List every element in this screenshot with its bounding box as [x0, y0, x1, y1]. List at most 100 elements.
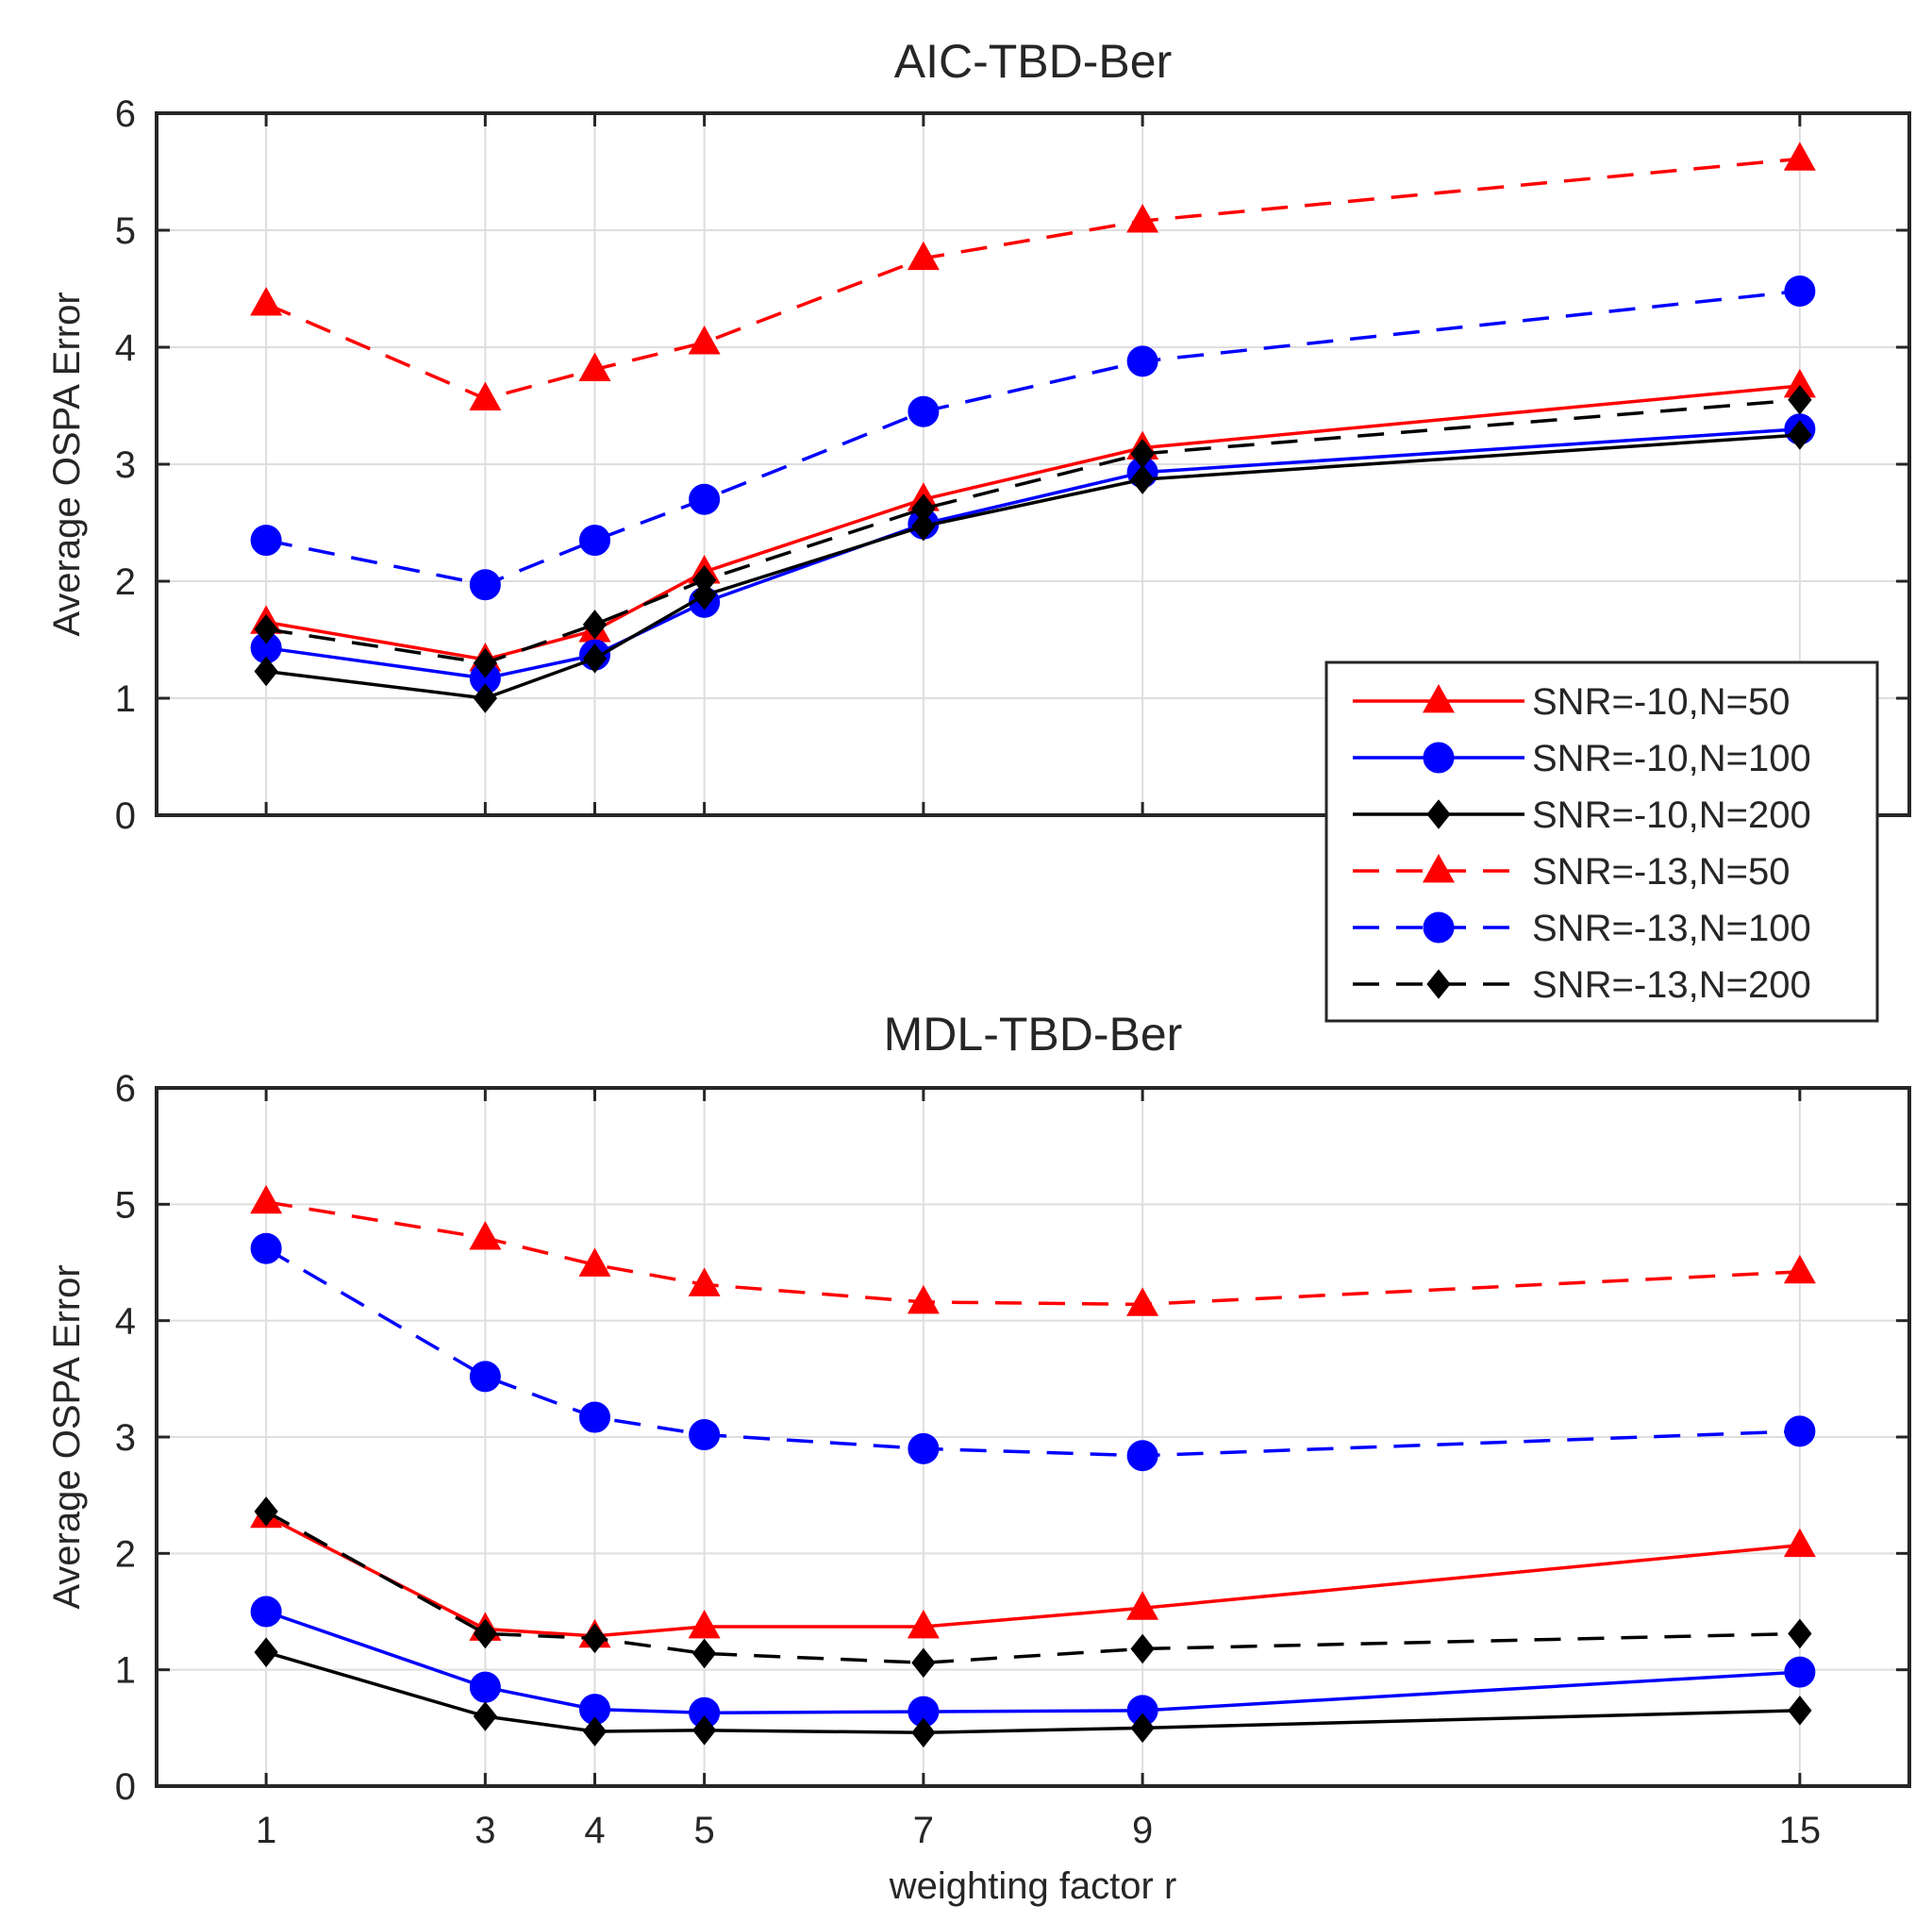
- data-point: [907, 1284, 940, 1314]
- x-tick-label: 5: [694, 1810, 715, 1851]
- data-point: [254, 614, 278, 644]
- data-point: [1784, 1656, 1816, 1688]
- y-tick-label: 2: [115, 561, 136, 603]
- y-tick-label: 2: [115, 1533, 136, 1575]
- y-tick-label: 6: [115, 93, 136, 135]
- data-point: [250, 1184, 283, 1214]
- data-point: [250, 1596, 282, 1628]
- y-tick-label: 4: [115, 1301, 136, 1343]
- data-point: [1784, 275, 1816, 307]
- data-point: [250, 525, 282, 557]
- data-point: [579, 1401, 610, 1433]
- data-point: [1126, 345, 1158, 377]
- data-point: [1130, 464, 1155, 494]
- y-tick-label: 1: [115, 1650, 136, 1692]
- data-point: [1784, 1415, 1816, 1447]
- data-point: [691, 564, 717, 595]
- data-point: [578, 352, 611, 381]
- data-point: [250, 1232, 282, 1264]
- data-point: [473, 683, 498, 713]
- legend-label: SNR=-10,N=200: [1532, 794, 1811, 836]
- chart-title: AIC-TBD-Ber: [894, 35, 1172, 88]
- legend-marker: [1422, 683, 1456, 713]
- legend-marker: [1422, 853, 1456, 883]
- x-tick-label: 15: [1779, 1810, 1822, 1851]
- legend-box: [1324, 660, 1879, 1023]
- y-tick-label: 4: [115, 327, 136, 369]
- y-axis-label: Average OSPA Error: [46, 1264, 88, 1609]
- data-point: [911, 493, 936, 524]
- data-point: [469, 569, 501, 601]
- legend-marker: [1423, 742, 1455, 774]
- data-point: [1126, 204, 1159, 233]
- data-point: [473, 1701, 498, 1731]
- data-point: [911, 1717, 936, 1748]
- y-tick-label: 3: [115, 444, 136, 486]
- data-point: [473, 647, 498, 678]
- data-point: [1783, 1254, 1816, 1284]
- data-point: [908, 1432, 940, 1464]
- y-tick-label: 0: [115, 1766, 136, 1808]
- legend-label: SNR=-10,N=100: [1532, 738, 1811, 779]
- data-point: [689, 483, 721, 515]
- data-point: [1126, 1591, 1159, 1620]
- x-axis-label: weighting factor r: [889, 1865, 1177, 1907]
- data-point: [254, 656, 278, 687]
- data-point: [691, 580, 717, 610]
- data-point: [578, 1247, 611, 1277]
- legend: SNR=-10,N=50 SNR=-10,N=100 SNR=-10,N=200 SN…: [1324, 660, 1879, 1023]
- x-tick-label: 3: [475, 1810, 495, 1851]
- data-point: [691, 1638, 717, 1669]
- legend-marker: [1426, 969, 1451, 999]
- data-point: [1783, 142, 1816, 171]
- data-point: [1783, 1528, 1816, 1558]
- data-point: [907, 1610, 940, 1639]
- x-tick-label: 1: [256, 1810, 276, 1851]
- data-point: [473, 1618, 498, 1649]
- y-tick-label: 6: [115, 1068, 136, 1110]
- data-point: [469, 381, 502, 410]
- legend-label: SNR=-13,N=100: [1532, 908, 1811, 949]
- data-point: [579, 525, 610, 557]
- y-tick-label: 5: [115, 1184, 136, 1226]
- data-point: [691, 1714, 717, 1746]
- data-point: [582, 610, 608, 640]
- data-point: [688, 326, 721, 355]
- y-axis-label: Average OSPA Error: [46, 292, 88, 636]
- data-point: [469, 1671, 501, 1703]
- data-point: [1126, 1440, 1158, 1472]
- data-point: [1788, 384, 1812, 415]
- data-point: [1130, 1713, 1155, 1744]
- y-tick-label: 3: [115, 1417, 136, 1459]
- y-tick-label: 0: [115, 795, 136, 837]
- data-point: [582, 1623, 608, 1654]
- data-point: [254, 1496, 278, 1527]
- x-tick-label: 7: [913, 1810, 934, 1851]
- data-point: [1130, 439, 1155, 469]
- y-tick-label: 5: [115, 210, 136, 252]
- legend-label: SNR=-13,N=200: [1532, 964, 1811, 1006]
- x-tick-label: 4: [584, 1810, 605, 1851]
- data-point: [250, 287, 283, 316]
- data-point: [254, 1637, 278, 1667]
- x-tick-label: 9: [1132, 1810, 1153, 1851]
- data-point: [688, 1267, 721, 1296]
- data-point: [689, 1419, 721, 1451]
- aic-plot: 0 1 2 3 4 5 6 AIC-TBD-Ber Average OSPA Error: [46, 35, 1911, 837]
- data-point: [1130, 1633, 1155, 1664]
- data-point: [907, 241, 940, 271]
- mdl-plot: 0 1 2 3 4 5 6 1 3 4 5 7 9 15 MDL-TBD-Ber Average OSPA E…: [46, 1008, 1911, 1907]
- data-point: [911, 1647, 936, 1679]
- legend-marker: [1426, 799, 1451, 829]
- data-point: [1126, 1287, 1159, 1316]
- legend-label: SNR=-13,N=50: [1532, 851, 1790, 893]
- data-point: [1788, 420, 1812, 450]
- data-point: [582, 1716, 608, 1747]
- data-point: [908, 395, 940, 427]
- data-point: [911, 510, 936, 542]
- data-point: [688, 1610, 721, 1639]
- data-point: [1788, 1618, 1812, 1649]
- data-point: [582, 643, 608, 674]
- y-tick-label: 1: [115, 678, 136, 720]
